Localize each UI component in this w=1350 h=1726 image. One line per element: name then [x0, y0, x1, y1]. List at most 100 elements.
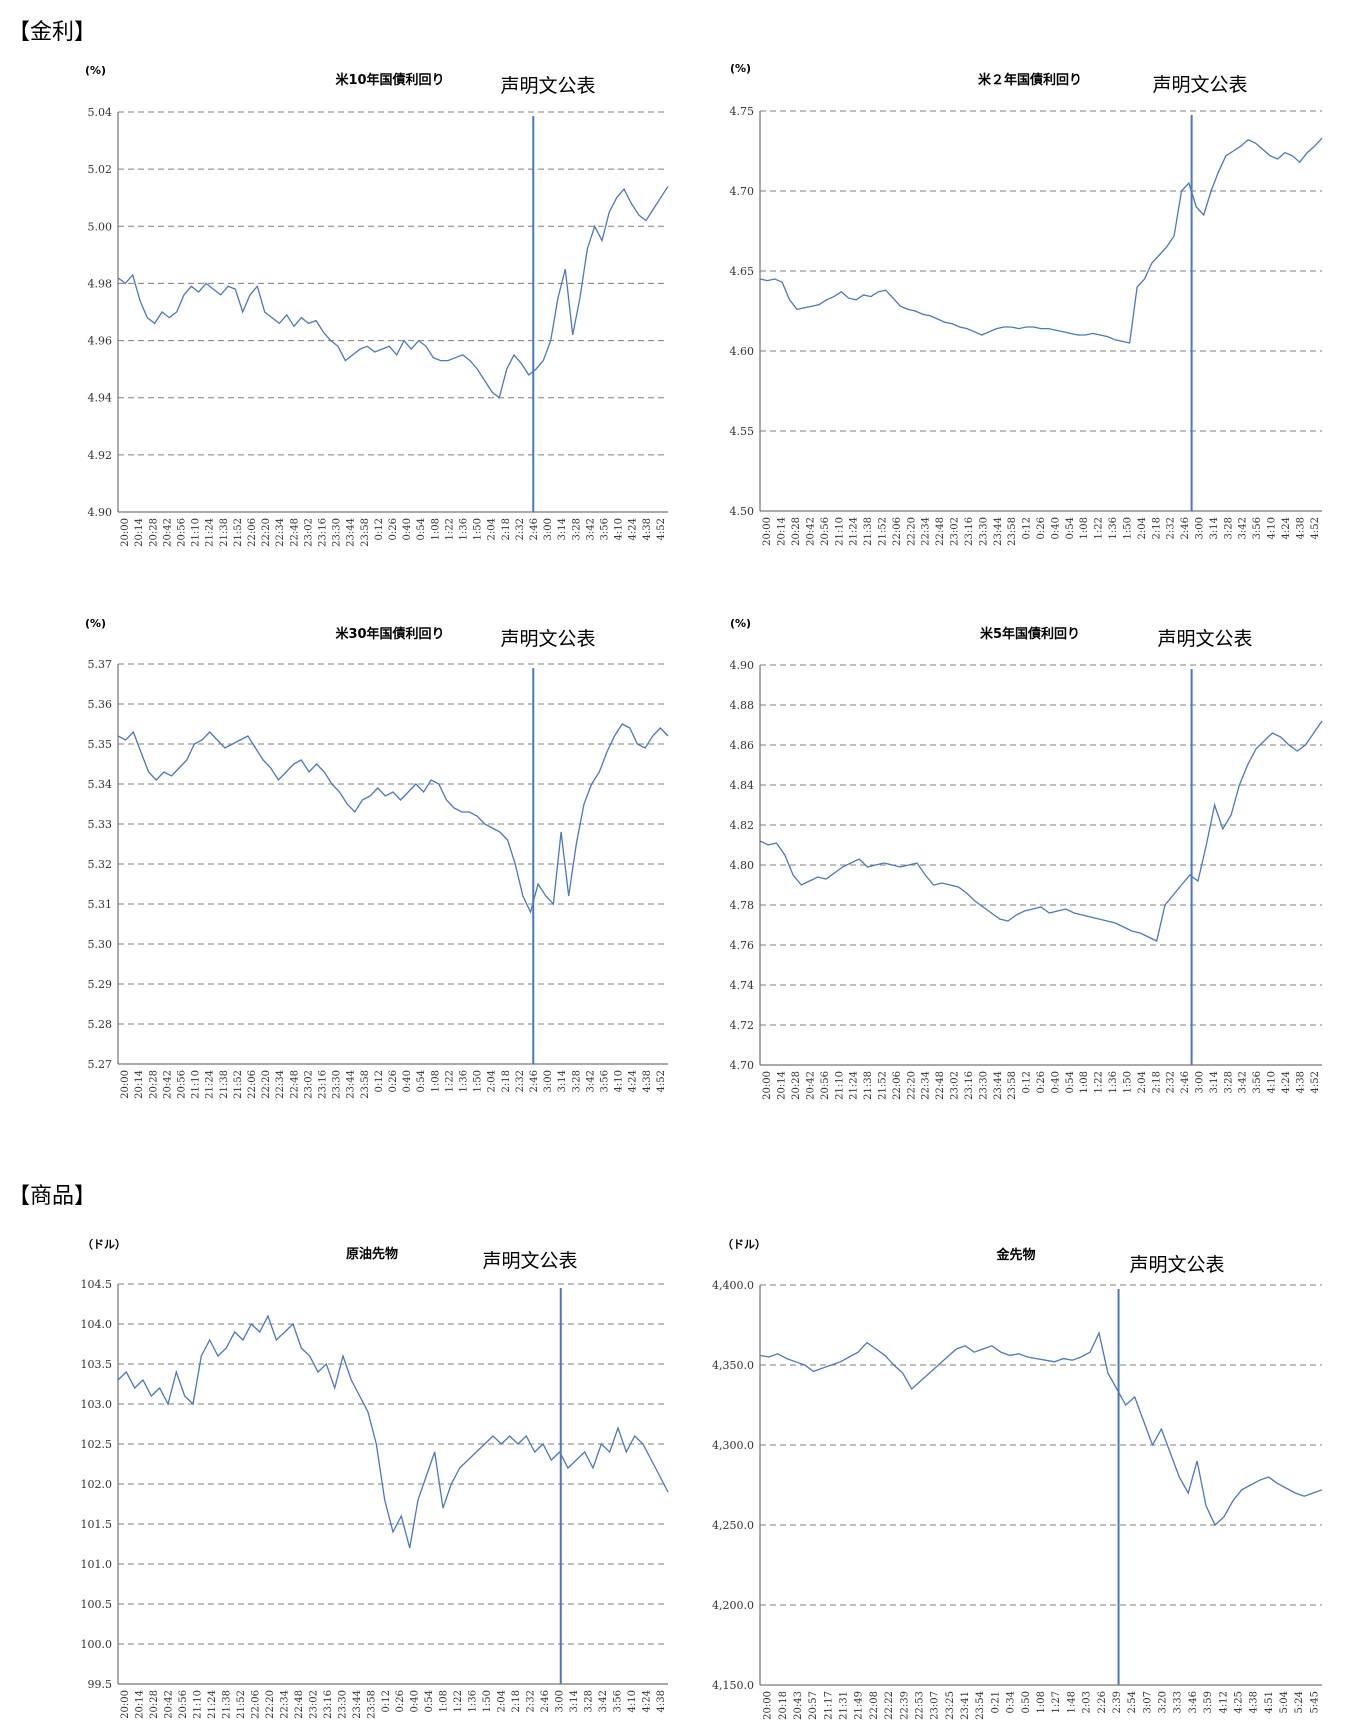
x-tick-label: 21:24 — [205, 518, 216, 547]
x-tick-label: 5:45 — [1309, 1691, 1320, 1713]
x-tick-label: 20:14 — [134, 518, 145, 547]
y-tick-label: 5.37 — [88, 658, 113, 671]
y-tick-label: 4.65 — [730, 265, 755, 278]
x-tick-label: 1:48 — [1066, 1691, 1077, 1713]
x-tick-label: 23:58 — [1007, 1071, 1018, 1100]
y-tick-label: 102.0 — [81, 1478, 113, 1491]
x-tick-label: 2:18 — [1151, 517, 1162, 539]
x-tick-label: 2:03 — [1082, 1691, 1093, 1713]
chart-crude: 99.5 100.0 100.5 101.0 101.5 102.0 102.5 103.0 1… — [81, 1238, 669, 1719]
chart-title: 原油先物 — [346, 1246, 398, 1262]
y-tick-label: 100.5 — [81, 1598, 113, 1611]
y-tick-label: 103.0 — [81, 1398, 113, 1411]
x-tick-label: 20:14 — [777, 1071, 788, 1100]
x-tick-label: 21:38 — [219, 518, 230, 547]
x-tick-label: 1:22 — [1094, 1071, 1105, 1093]
y-tick-label: 4.92 — [88, 449, 113, 462]
x-tick-label: 2:54 — [1127, 1691, 1138, 1713]
x-tick-label: 21:24 — [205, 1070, 216, 1099]
x-tick-label: 23:07 — [930, 1691, 941, 1720]
x-tick-label: 22:39 — [899, 1691, 910, 1720]
x-tick-label: 23:58 — [360, 518, 371, 547]
x-tick-label: 1:36 — [468, 1690, 479, 1712]
x-tick-label: 20:14 — [134, 1070, 145, 1099]
x-tick-label: 20:43 — [793, 1691, 804, 1720]
x-tick-label: 23:44 — [993, 517, 1004, 546]
x-tick-label: 23:02 — [303, 1070, 314, 1099]
series-line — [117, 723, 669, 914]
x-tick-label: 21:38 — [219, 1070, 230, 1099]
y-tick-label: 104.5 — [81, 1278, 113, 1291]
x-tick-label: 3:33 — [1173, 1691, 1184, 1713]
y-tick-label: 5.31 — [88, 898, 113, 911]
x-tick-label: 3:07 — [1142, 1691, 1153, 1713]
x-tick-label: 23:02 — [950, 1071, 961, 1100]
x-tick-label: 4:24 — [641, 1690, 652, 1712]
y-tick-label: 4.94 — [88, 392, 113, 405]
y-tick-label: 4.78 — [730, 899, 755, 912]
x-tick-label: 21:10 — [193, 1690, 204, 1719]
x-tick-label: 2:04 — [497, 1690, 508, 1712]
x-tick-label: 21:52 — [877, 517, 888, 546]
x-tick-label: 2:04 — [487, 518, 498, 540]
y-tick-label: 101.5 — [81, 1518, 113, 1531]
x-tick-label: 0:12 — [374, 1070, 385, 1092]
x-tick-label: 0:12 — [1022, 1071, 1033, 1093]
y-tick-label: 99.5 — [88, 1678, 113, 1691]
x-tick-label: 23:16 — [964, 517, 975, 546]
x-tick-label: 1:22 — [444, 518, 455, 540]
x-tick-label: 22:06 — [247, 518, 258, 547]
x-tick-label: 0:54 — [1065, 1071, 1076, 1093]
x-tick-label: 23:58 — [1007, 517, 1018, 546]
x-tick-label: 22:22 — [884, 1691, 895, 1720]
chart-title: 米5年国債利回り — [980, 626, 1080, 642]
x-tick-label: 1:50 — [473, 1070, 484, 1092]
x-tick-label: 3:28 — [1223, 517, 1234, 539]
x-tick-label: 3:14 — [1209, 1071, 1220, 1093]
series-line — [759, 720, 1323, 942]
x-tick-label: 20:28 — [148, 518, 159, 547]
x-tick-label: 4:52 — [656, 518, 667, 540]
x-tick-label: 22:20 — [906, 1071, 917, 1100]
x-tick-label: 22:48 — [289, 518, 300, 547]
y-tick-label: 5.27 — [88, 1058, 113, 1071]
x-tick-label: 22:20 — [261, 1070, 272, 1099]
event-annotation: 声明文公表 — [500, 75, 595, 97]
x-tick-label: 23:16 — [323, 1690, 334, 1719]
x-tick-label: 22:34 — [921, 1071, 932, 1100]
x-tick-label: 20:42 — [164, 1690, 175, 1719]
x-tick-label: 22:20 — [261, 518, 272, 547]
x-tick-label: 2:46 — [529, 1070, 540, 1092]
y-tick-label: 4.70 — [730, 185, 755, 198]
x-tick-label: 2:32 — [1166, 1071, 1177, 1093]
x-tick-label: 3:00 — [1195, 1071, 1206, 1093]
x-tick-label: 20:42 — [805, 517, 816, 546]
x-tick-label: 0:34 — [1006, 1691, 1017, 1713]
y-tick-label: 101.0 — [81, 1558, 113, 1571]
y-tick-label: 4,200.0 — [712, 1599, 754, 1612]
chart-title: 米２年国債利回り — [978, 72, 1082, 88]
x-tick-label: 2:26 — [1097, 1691, 1108, 1713]
x-tick-label: 23:44 — [346, 1070, 357, 1099]
x-tick-label: 22:20 — [906, 517, 917, 546]
event-annotation: 声明文公表 — [1129, 1254, 1224, 1276]
x-tick-label: 2:04 — [487, 1070, 498, 1092]
x-tick-label: 4:10 — [1267, 517, 1278, 539]
x-tick-label: 22:48 — [935, 517, 946, 546]
x-tick-label: 3:42 — [1238, 517, 1249, 539]
x-tick-label: 23:44 — [352, 1690, 363, 1719]
x-tick-label: 0:26 — [1036, 517, 1047, 539]
chart-ust5y: 4.70 4.72 4.74 4.76 4.78 4.80 4.82 4.84 4.86 4.88… — [730, 617, 1323, 1100]
x-tick-label: 2:18 — [1151, 1071, 1162, 1093]
x-tick-label: 1:22 — [1094, 517, 1105, 539]
x-tick-label: 0:21 — [990, 1691, 1001, 1713]
x-tick-label: 1:50 — [1122, 1071, 1133, 1093]
x-tick-label: 0:40 — [410, 1690, 421, 1712]
x-tick-label: 3:56 — [600, 1070, 611, 1092]
y-tick-label: 4.75 — [730, 105, 755, 118]
x-tick-label: 21:52 — [236, 1690, 247, 1719]
x-tick-label: 4:38 — [1295, 517, 1306, 539]
x-tick-label: 3:00 — [554, 1690, 565, 1712]
